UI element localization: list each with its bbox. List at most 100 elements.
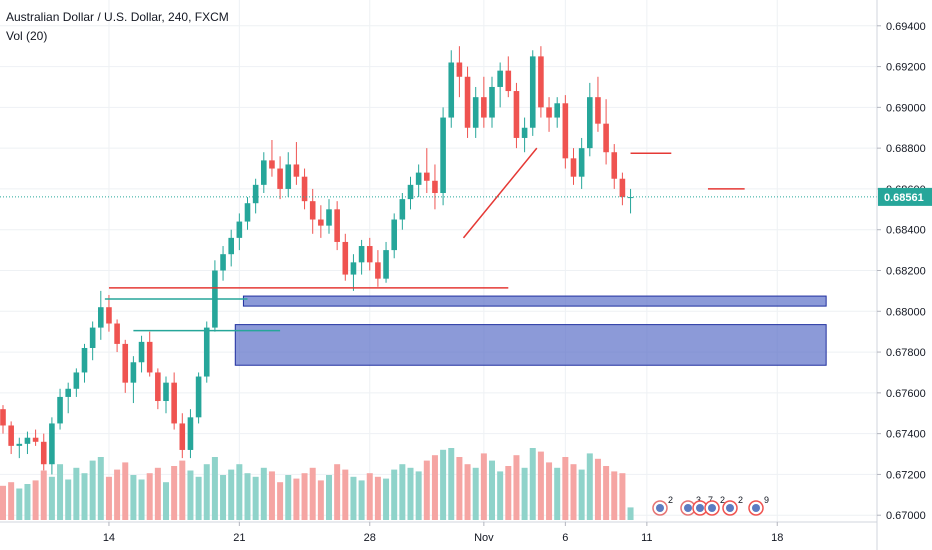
drawn-lines: [104, 147, 745, 332]
candle-body: [130, 362, 137, 383]
event-marker[interactable]: 2: [652, 495, 673, 516]
event-marker[interactable]: 7: [692, 495, 713, 516]
candle: [350, 254, 357, 291]
candle: [269, 139, 275, 177]
event-count-label: 7: [708, 495, 713, 505]
event-globe-icon: [696, 504, 704, 512]
volume-bar: [163, 482, 169, 520]
volume-bar: [423, 460, 430, 520]
candle-body: [383, 250, 389, 279]
event-marker[interactable]: 2: [722, 495, 743, 516]
candle: [65, 382, 71, 414]
candle-body: [285, 164, 292, 189]
time-tick-label: 14: [103, 532, 115, 544]
volume-bar: [334, 464, 341, 520]
candle-body: [309, 201, 316, 220]
candle-body: [106, 307, 112, 324]
volume-bar: [546, 462, 553, 520]
event-globe-icon: [708, 504, 716, 512]
volume-bar: [594, 458, 601, 520]
candle-body: [603, 123, 609, 153]
volume-bar: [57, 464, 64, 520]
candle-body: [562, 103, 569, 159]
candle-body: [269, 160, 275, 169]
price-tick-label: 0.69200: [886, 62, 926, 74]
price-tick-label: 0.67600: [886, 388, 926, 400]
candle: [554, 97, 560, 128]
volume-bar: [0, 485, 6, 520]
candle-body: [114, 323, 120, 344]
volume-bar: [16, 488, 23, 520]
candle-body: [40, 441, 47, 465]
volume-bar: [277, 482, 284, 520]
candle-body: [293, 164, 300, 177]
candle: [432, 164, 438, 210]
candle-body: [261, 160, 267, 185]
candle: [326, 199, 332, 234]
candle-body: [619, 178, 626, 198]
candle: [106, 294, 112, 332]
candle: [203, 321, 210, 383]
event-count-label: 3: [696, 495, 701, 505]
volume-bar: [505, 466, 512, 520]
volume-bar: [326, 475, 332, 520]
candle: [195, 372, 202, 424]
volume-bar: [627, 507, 634, 520]
volume-bar: [456, 457, 463, 520]
event-marker[interactable]: 3: [680, 495, 701, 516]
candle: [391, 213, 397, 259]
candle-body: [399, 199, 406, 220]
symbol-title[interactable]: Australian Dollar / U.S. Dollar, 240, FX…: [6, 10, 229, 24]
candle: [513, 82, 520, 149]
candle: [440, 107, 446, 206]
volume-indicator-label[interactable]: Vol (20): [6, 29, 48, 43]
candle-body: [464, 76, 471, 128]
candle: [358, 239, 365, 275]
candle-body: [138, 341, 145, 363]
candle-body: [521, 127, 528, 138]
candle: [57, 388, 63, 430]
candle: [285, 152, 292, 198]
time-tick-label: 18: [771, 532, 783, 544]
candle: [301, 168, 308, 210]
volume-bar: [611, 471, 618, 520]
candle: [481, 76, 487, 128]
candle-body: [32, 437, 39, 442]
volume-bar: [448, 448, 455, 520]
candle: [538, 46, 544, 118]
candle: [318, 205, 324, 238]
event-globe-icon: [684, 504, 692, 512]
event-count-label: 2: [738, 495, 743, 505]
volume-bar: [619, 473, 626, 520]
candle-body: [16, 443, 23, 446]
candle: [0, 405, 6, 434]
candle-body: [456, 62, 463, 77]
volume-bar: [342, 469, 349, 520]
volume-bar: [187, 470, 194, 520]
candle-body: [554, 103, 560, 118]
candlesticks: [0, 46, 634, 475]
candle-body: [595, 97, 601, 124]
candle: [546, 97, 552, 132]
candle-body: [244, 203, 251, 222]
candle: [8, 421, 14, 455]
event-marker[interactable]: 9: [748, 495, 769, 516]
candle-body: [432, 180, 438, 194]
volume-bar: [220, 475, 227, 520]
volume-bar: [8, 482, 15, 520]
candle-body: [187, 417, 194, 450]
candle: [497, 62, 503, 108]
candle-body: [220, 254, 226, 271]
chart-legend: Australian Dollar / U.S. Dollar, 240, FX…: [6, 8, 229, 46]
candle: [73, 368, 80, 397]
candle: [40, 433, 47, 471]
candle-body: [49, 423, 55, 465]
time-tick-label: 6: [562, 532, 568, 544]
candle: [146, 331, 153, 377]
candle: [252, 178, 259, 214]
volume-bar: [24, 484, 31, 520]
volume-bar: [138, 479, 145, 520]
event-marker[interactable]: 2: [704, 495, 725, 516]
